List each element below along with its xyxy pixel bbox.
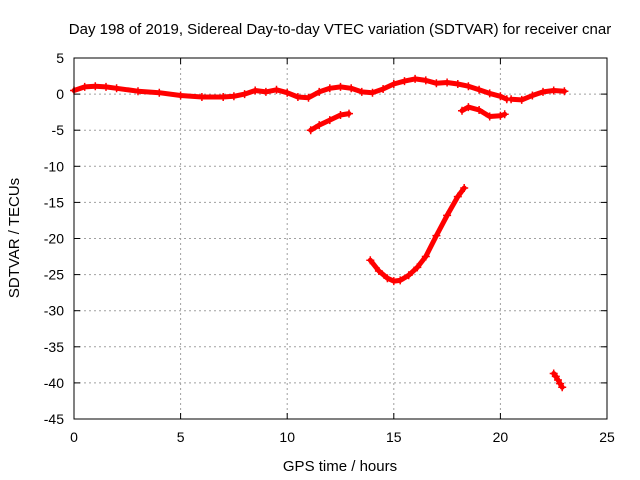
data-point <box>413 263 422 272</box>
data-point <box>134 87 142 96</box>
data-point <box>453 80 462 88</box>
data-point <box>396 276 405 285</box>
data-point <box>389 80 398 88</box>
y-tick-label: -45 <box>44 411 64 427</box>
data-point <box>345 109 353 118</box>
data-point <box>374 267 383 275</box>
y-tick-label: -35 <box>44 339 64 355</box>
data-point <box>528 91 537 100</box>
data-point <box>112 84 121 93</box>
series-main-band <box>71 76 510 102</box>
data-point <box>404 271 413 280</box>
data-point <box>458 106 466 115</box>
data-series <box>70 74 569 392</box>
data-point <box>261 87 270 96</box>
data-point <box>251 86 260 95</box>
grid-lines <box>74 58 607 419</box>
data-point <box>453 192 462 201</box>
data-point <box>432 231 441 240</box>
y-axis-label: SDTVAR / TECUs <box>6 178 23 298</box>
data-point <box>283 88 292 97</box>
y-tick-label: -20 <box>44 231 64 247</box>
data-point <box>336 111 345 119</box>
data-point <box>464 82 473 91</box>
data-point <box>421 76 430 85</box>
data-point <box>304 93 313 102</box>
series-deep-arc <box>367 185 467 284</box>
x-tick-label: 0 <box>70 429 78 445</box>
data-point <box>293 93 302 101</box>
data-point <box>496 111 505 120</box>
data-point <box>240 90 249 99</box>
data-point <box>539 87 547 96</box>
data-point <box>102 82 110 91</box>
data-point <box>272 85 281 94</box>
x-axis-label: GPS time / hours <box>283 458 397 475</box>
data-point <box>379 85 388 93</box>
data-point <box>325 84 334 93</box>
data-point <box>560 87 569 96</box>
data-point <box>485 89 494 98</box>
chart-title: Day 198 of 2019, Sidereal Day-to-day VTE… <box>69 21 611 38</box>
data-point <box>549 86 558 95</box>
data-point <box>315 121 324 130</box>
data-point <box>400 77 409 86</box>
y-tick-label: 5 <box>56 50 64 66</box>
data-point <box>366 256 375 265</box>
data-point <box>383 274 392 283</box>
data-point <box>229 92 238 101</box>
x-tick-label: 25 <box>599 429 615 445</box>
data-point <box>432 79 441 88</box>
data-point <box>91 82 100 91</box>
y-tick-label: -25 <box>44 267 64 283</box>
data-point <box>460 184 469 192</box>
plot-frame <box>73 57 608 420</box>
y-tick-label: -5 <box>52 122 65 138</box>
data-point <box>325 116 334 125</box>
x-tick-label: 15 <box>386 429 402 445</box>
data-point <box>315 87 324 96</box>
data-point <box>507 95 516 104</box>
data-point <box>421 252 430 261</box>
data-point <box>80 82 89 91</box>
y-tick-label: -30 <box>44 303 64 319</box>
tick-marks: 0 5 10 15 20 25 5 0 -5 -10 -15 -20 -25 -30 -35 -40 -45 <box>44 50 615 445</box>
data-point <box>443 78 452 87</box>
y-tick-label: -15 <box>44 194 64 210</box>
data-point <box>517 95 526 104</box>
data-point <box>336 82 345 91</box>
data-point <box>485 112 494 121</box>
data-point <box>306 126 315 135</box>
data-point <box>500 110 509 119</box>
data-point <box>475 85 484 94</box>
data-point <box>443 211 452 220</box>
data-point <box>176 91 185 100</box>
x-tick-label: 10 <box>279 429 295 445</box>
data-point <box>219 93 228 101</box>
x-tick-label: 5 <box>177 429 185 445</box>
data-point <box>368 88 377 97</box>
data-point <box>411 74 420 83</box>
y-tick-label: -40 <box>44 375 64 391</box>
data-point <box>155 88 164 97</box>
x-tick-label: 20 <box>493 429 509 445</box>
data-point <box>197 93 206 101</box>
series-late-band <box>508 88 567 103</box>
data-point <box>464 103 473 112</box>
data-point <box>496 92 505 101</box>
data-point <box>558 383 567 392</box>
y-tick-label: -10 <box>44 158 64 174</box>
data-point <box>357 87 366 96</box>
data-point <box>347 84 356 93</box>
y-tick-label: 0 <box>56 86 64 102</box>
data-point <box>475 106 484 114</box>
